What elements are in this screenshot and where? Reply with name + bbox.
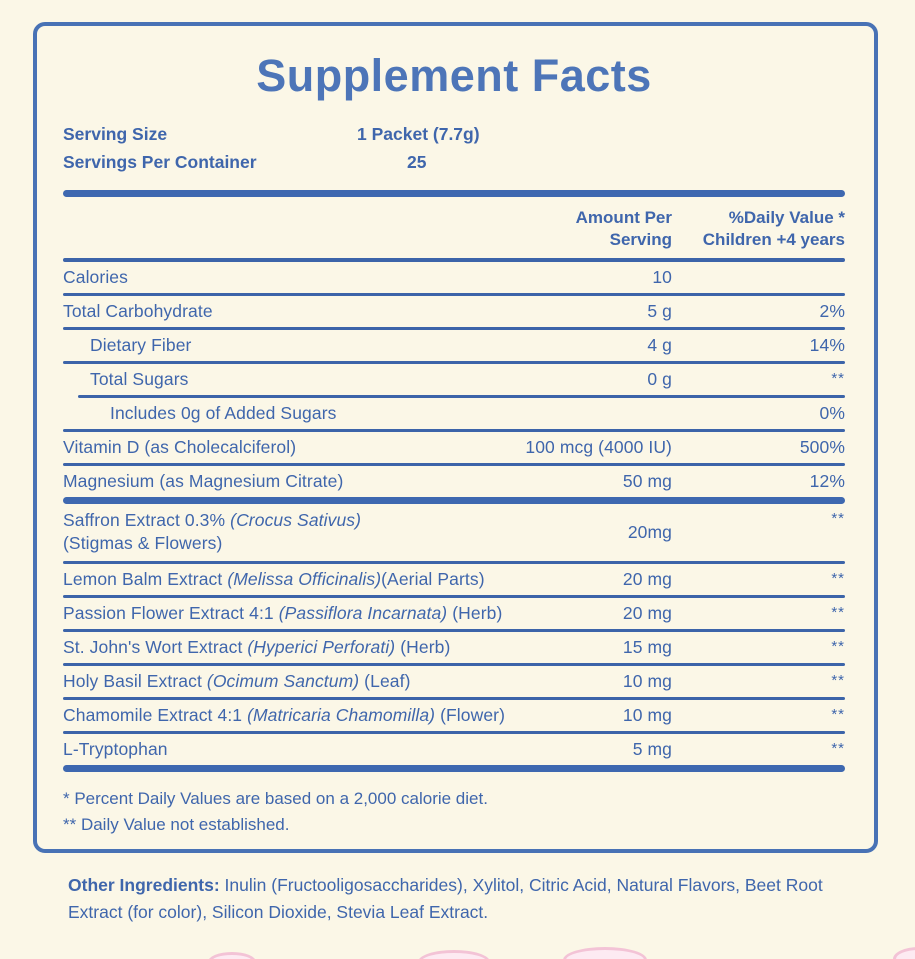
row-rule	[63, 462, 845, 466]
pink-gummy-decoration	[893, 947, 915, 959]
footnotes: * Percent Daily Values are based on a 2,…	[63, 786, 845, 839]
amount-per-serving-header: Amount Per Serving	[575, 208, 672, 249]
daily-value-header: %Daily Value * Children +4 years	[702, 208, 845, 249]
serving-size-row: Serving Size 1 Packet (7.7g)	[63, 120, 845, 148]
table-row-l-tryptophan: L-Tryptophan 5 mg **	[63, 738, 845, 759]
row-rule	[63, 628, 845, 632]
row-rule	[63, 662, 845, 666]
table-row-chamomile: Chamomile Extract 4:1 (Matricaria Chamom…	[63, 704, 845, 725]
row-rule	[63, 360, 845, 364]
row-rule	[63, 730, 845, 734]
row-rule	[63, 326, 845, 330]
pink-gummy-decoration	[418, 950, 490, 959]
footnote-not-established: ** Daily Value not established.	[63, 814, 290, 834]
table-row-holy-basil: Holy Basil Extract (Ocimum Sanctum) (Lea…	[63, 670, 845, 691]
other-ingredients-text: Inulin (Fructooligosaccharides), Xylitol…	[68, 875, 823, 922]
table-header: Amount Per Serving %Daily Value * Childr…	[63, 197, 845, 258]
section-bar-top	[63, 190, 845, 197]
table-row-lemon-balm: Lemon Balm Extract (Melissa Officinalis)…	[63, 568, 845, 589]
other-ingredients-label: Other Ingredients:	[68, 875, 220, 895]
row-rule	[63, 594, 845, 598]
table-row-added-sugars: Includes 0g of Added Sugars 0%	[110, 402, 845, 423]
pink-gummy-decoration	[208, 952, 256, 959]
header-rule	[63, 257, 845, 262]
table-row-saffron-extract: Saffron Extract 0.3% (Crocus Sativus) (S…	[63, 509, 845, 554]
servings-per-container-label: Servings Per Container	[63, 152, 257, 172]
row-rule	[63, 428, 845, 432]
serving-size-value: 1 Packet (7.7g)	[357, 124, 480, 144]
table-row-total-carbohydrate: Total Carbohydrate 5 g 2%	[63, 300, 845, 321]
section-bar-bottom	[63, 764, 845, 772]
page-title: Supplement Facts	[256, 50, 652, 101]
row-rule	[63, 696, 845, 700]
servings-per-container-value: 25	[407, 152, 427, 172]
table-row-dietary-fiber: Dietary Fiber 4 g 14%	[90, 334, 845, 355]
table-row-st-johns-wort: St. John's Wort Extract (Hyperici Perfor…	[63, 636, 845, 657]
row-rule-indented	[78, 394, 845, 398]
supplement-facts-panel: Supplement Facts Serving Size 1 Packet (…	[33, 22, 878, 853]
table-row-vitamin-d: Vitamin D (as Cholecalciferol) 100 mcg (…	[63, 436, 845, 457]
table-row-total-sugars: Total Sugars 0 g **	[90, 368, 845, 389]
table-row-magnesium: Magnesium (as Magnesium Citrate) 50 mg 1…	[63, 470, 845, 491]
row-rule	[63, 292, 845, 296]
row-rule	[63, 560, 845, 564]
serving-size-label: Serving Size	[63, 124, 168, 144]
table-row-passion-flower: Passion Flower Extract 4:1 (Passiflora I…	[63, 602, 845, 623]
servings-per-container-row: Servings Per Container 25	[63, 148, 845, 176]
pink-gummy-decoration	[563, 947, 647, 959]
section-bar-middle	[63, 496, 845, 504]
other-ingredients: Other Ingredients: Inulin (Fructooligosa…	[68, 872, 850, 925]
footnote-daily-values: * Percent Daily Values are based on a 2,…	[63, 788, 488, 808]
serving-info: Serving Size 1 Packet (7.7g) Servings Pe…	[63, 120, 845, 176]
table-row-calories: Calories 10	[63, 266, 672, 287]
